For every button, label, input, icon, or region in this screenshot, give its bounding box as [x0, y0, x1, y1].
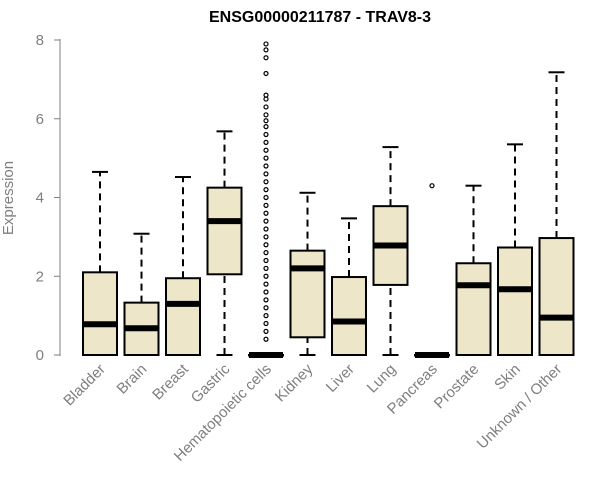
box-body [455, 262, 492, 357]
box-body [331, 276, 367, 357]
outlier-point [263, 55, 269, 61]
box-prostate [455, 184, 492, 357]
outlier-point [263, 265, 269, 271]
box-group [82, 41, 575, 358]
x-tick-label: Breast [149, 360, 192, 403]
outlier-point [263, 155, 269, 161]
outlier-point [263, 202, 269, 208]
outlier-point [429, 183, 435, 189]
box-body [497, 246, 533, 357]
y-tick-label: 8 [36, 32, 44, 49]
y-tick-label: 4 [36, 190, 44, 207]
x-tick-label: Prostate [431, 361, 483, 413]
y-axis-label: Expression [0, 161, 17, 235]
outlier-point [263, 281, 269, 287]
box-lung [372, 146, 409, 356]
box-bladder [82, 170, 118, 356]
box-body [82, 271, 118, 356]
outlier-point [263, 131, 269, 138]
outlier-point [263, 139, 269, 145]
x-tick-label: Lung [364, 361, 400, 397]
box-pancreas [414, 183, 450, 358]
box-liver [331, 217, 367, 357]
outlier-point [263, 96, 269, 102]
outlier-point [263, 289, 269, 295]
outlier-point [263, 328, 269, 334]
outlier-point [263, 250, 269, 256]
outlier-point [263, 187, 269, 193]
outlier-point [263, 179, 269, 185]
outlier-point [263, 210, 269, 216]
x-tick-label: Bladder [60, 361, 109, 410]
box-body [289, 249, 326, 339]
x-tick-label: Brain [114, 361, 151, 398]
outlier-point [263, 147, 269, 153]
outlier-point [263, 47, 269, 53]
outlier-point [263, 218, 269, 224]
outlier-point [263, 297, 269, 303]
x-tick-label: Liver [323, 361, 358, 396]
outlier-point [263, 171, 269, 177]
outlier-point [263, 194, 269, 201]
box-body [538, 237, 575, 356]
box-body [165, 277, 201, 356]
outlier-point [263, 273, 269, 279]
x-tick-label: Kidney [272, 360, 317, 405]
box-skin [497, 143, 533, 357]
outlier-point [263, 41, 269, 47]
box-kidney [289, 191, 326, 356]
box-hematopoietic-cells [248, 41, 284, 358]
box-gastric [206, 130, 243, 356]
outlier-point [263, 336, 269, 342]
y-tick-label: 6 [36, 111, 44, 128]
outlier-point [263, 112, 269, 118]
y-axis-ticks: 0 2 4 6 8 [36, 32, 60, 364]
x-tick-label: Skin [491, 361, 524, 394]
box-breast [165, 176, 201, 356]
outlier-point [263, 118, 269, 124]
y-tick-label: 2 [36, 268, 44, 285]
chart-title: ENSG00000211787 - TRAV8-3 [209, 9, 431, 26]
outlier-point [263, 163, 269, 169]
outlier-point [263, 305, 269, 311]
box-unknown-other [538, 71, 575, 356]
outlier-point [263, 226, 269, 232]
outlier-point [263, 257, 269, 264]
outlier-point [263, 234, 269, 240]
outlier-point [263, 313, 269, 319]
box-body [206, 186, 243, 276]
outlier-point [263, 320, 269, 327]
outlier-point [263, 242, 269, 248]
box-brain [123, 232, 160, 357]
outlier-point [263, 124, 269, 130]
y-tick-label: 0 [36, 347, 44, 364]
outlier-point [263, 70, 269, 77]
outlier-point [263, 104, 269, 110]
